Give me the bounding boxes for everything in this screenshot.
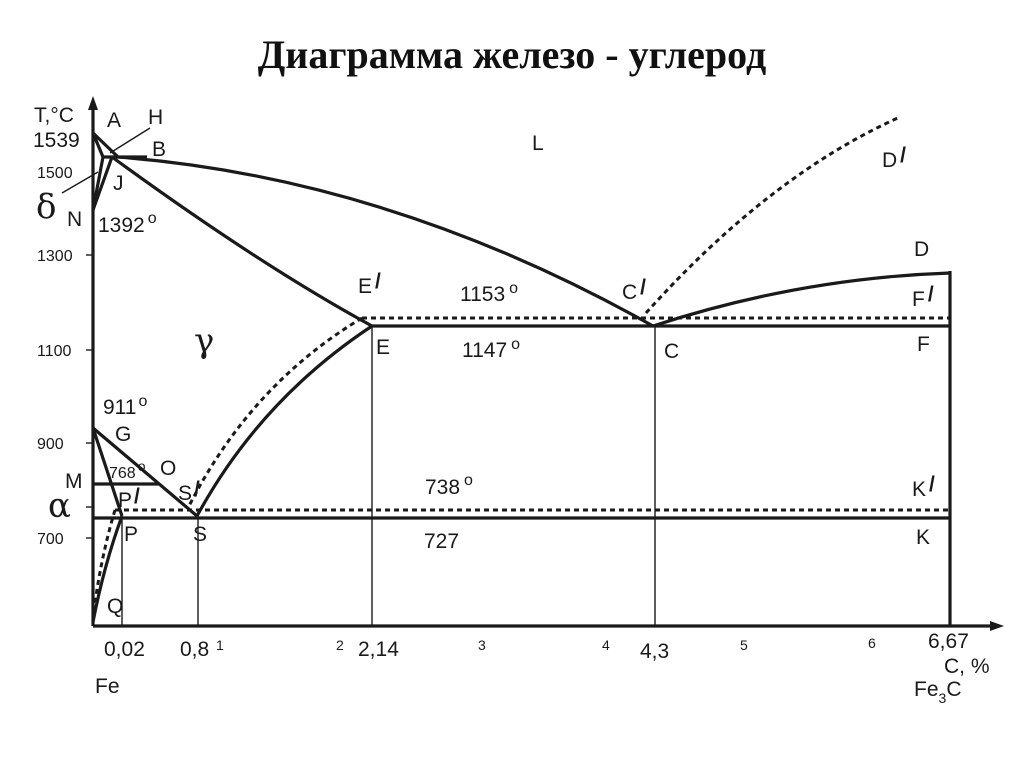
x-label-667: 6,67 [928, 630, 969, 653]
point-k-prime: K / [912, 473, 935, 501]
x-tick-labels: 0,02 0,8 1 2 2,14 3 4 4,3 5 6 6,67 C, % … [95, 630, 990, 706]
y-axis-arrow [88, 96, 98, 110]
temp-1392: 1392 o [98, 210, 157, 237]
point-c-prime: C / [622, 276, 646, 304]
line-jn [91, 156, 114, 211]
component-fe: Fe [95, 675, 120, 698]
phase-labels: L δ γ α [36, 132, 544, 526]
y-tick-label-900: 900 [37, 436, 64, 453]
point-g: G [115, 423, 131, 446]
point-a: A [107, 109, 121, 132]
x-tick-3: 3 [478, 637, 486, 653]
dashed-e-s [186, 316, 363, 509]
point-labels: A H B J N D / D E / E C / C F / F G M O P/ P… [65, 106, 935, 618]
temp-1147: 1147 o [462, 336, 520, 362]
point-n: N [67, 208, 82, 231]
point-e-prime: E / [358, 270, 381, 298]
point-h: H [148, 106, 163, 129]
point-o: O [160, 457, 176, 480]
point-c: C [664, 340, 679, 363]
leader-h [109, 127, 151, 154]
composition-verticals [61, 127, 656, 626]
x-tick-4: 4 [602, 637, 610, 653]
phase-alpha: α [48, 486, 71, 526]
dashed-c-d [644, 115, 901, 315]
x-tick-1: 1 [216, 637, 224, 653]
y-tick-label-1539: 1539 [33, 129, 80, 152]
line-ah [91, 132, 105, 158]
liquidus-cd [652, 271, 951, 328]
y-tick-labels: T,°C 1539 1500 1300 1100 900 700 [33, 104, 80, 548]
y-tick-label-1500: 1500 [37, 165, 73, 182]
point-p-prime: P/ [118, 485, 140, 512]
x-tick-6: 6 [868, 635, 876, 651]
point-b: B [152, 138, 166, 161]
phase-gamma: γ [194, 321, 214, 361]
temp-911: 911 o [103, 393, 147, 419]
stable-system-lines [91, 115, 950, 619]
line-gp [91, 427, 124, 517]
diagram-title: Диаграмма железо - углерод [258, 32, 766, 77]
y-tick-label-1100: 1100 [37, 343, 72, 360]
point-f: F [917, 333, 930, 356]
x-tick-2: 2 [336, 637, 344, 653]
line-gs [91, 426, 199, 518]
x-tick-5: 5 [740, 637, 748, 653]
dashed-p-q [91, 509, 117, 619]
x-label-08: 0,8 [180, 638, 209, 661]
x-label-002: 0,02 [104, 638, 145, 661]
y-tick-label-700: 700 [37, 531, 64, 548]
y-axis-label: T,°C [34, 104, 74, 127]
solidus-je [111, 155, 373, 328]
x-axis-label: C, % [944, 655, 990, 678]
leader-delta [61, 171, 99, 194]
x-label-214: 2,14 [358, 638, 399, 661]
temp-738: 738 o [425, 472, 473, 499]
point-k: K [916, 526, 930, 549]
component-fe3c: Fe3C [914, 678, 961, 706]
axes [86, 96, 1004, 631]
phase-delta: δ [36, 187, 56, 227]
phase-lines [91, 131, 952, 626]
point-p: P [124, 523, 138, 546]
temp-768: 768 o [109, 458, 146, 482]
x-label-43: 4,3 [640, 640, 669, 663]
acm-line-es [195, 324, 373, 517]
x-axis-arrow [990, 621, 1004, 631]
point-f-prime: F / [912, 283, 934, 311]
point-d-prime: D / [882, 144, 906, 172]
point-j: J [113, 172, 124, 195]
point-q: Q [107, 595, 123, 618]
temp-727: 727 [424, 530, 459, 553]
phase-liquid: L [532, 132, 544, 155]
temp-1153: 1153 o [460, 280, 518, 306]
liquidus-abc [91, 131, 654, 328]
point-s-prime: S/ [178, 478, 200, 505]
point-m: M [65, 470, 83, 493]
temperature-labels: 1392 o 1153 o 1147 o 911 o 768 o 738 o 727 [98, 210, 520, 553]
point-e: E [376, 336, 390, 359]
y-tick-label-1300: 1300 [37, 248, 73, 265]
point-d: D [914, 238, 929, 261]
point-s: S [193, 523, 207, 546]
